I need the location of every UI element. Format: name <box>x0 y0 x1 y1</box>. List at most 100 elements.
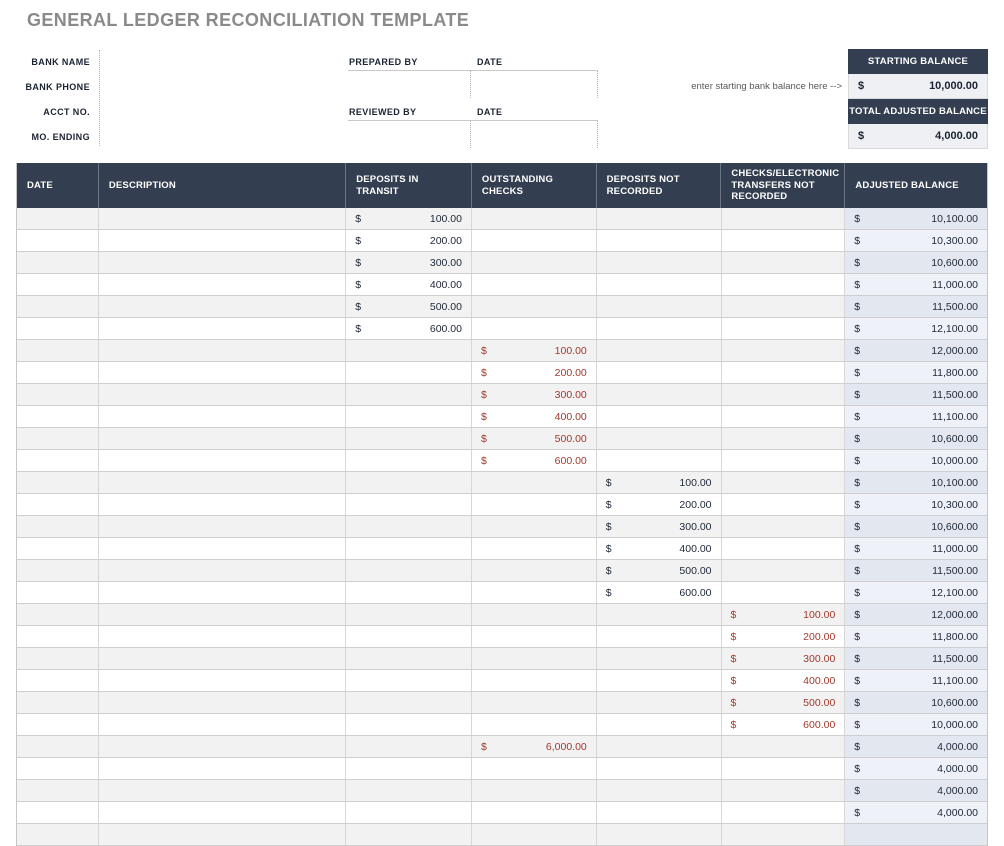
cell-date[interactable] <box>17 648 99 669</box>
cell-checks-transfers-not-recorded[interactable] <box>722 230 846 251</box>
cell-deposits-not-recorded[interactable] <box>597 758 722 779</box>
cell-adjusted-balance[interactable]: $10,100.00 <box>845 472 988 493</box>
cell-deposits-in-transit[interactable] <box>346 384 472 405</box>
cell-checks-transfers-not-recorded[interactable]: $500.00 <box>722 692 846 713</box>
cell-description[interactable] <box>99 252 347 273</box>
cell-date[interactable] <box>17 582 99 603</box>
cell-outstanding-checks[interactable] <box>472 274 597 295</box>
cell-date[interactable] <box>17 406 99 427</box>
cell-description[interactable] <box>99 714 347 735</box>
cell-outstanding-checks[interactable] <box>472 560 597 581</box>
cell-deposits-not-recorded[interactable]: $400.00 <box>597 538 722 559</box>
cell-deposits-not-recorded[interactable]: $300.00 <box>597 516 722 537</box>
cell-description[interactable] <box>99 670 347 691</box>
cell-checks-transfers-not-recorded[interactable] <box>722 428 846 449</box>
cell-deposits-not-recorded[interactable] <box>597 362 722 383</box>
cell-deposits-not-recorded[interactable] <box>597 692 722 713</box>
cell-checks-transfers-not-recorded[interactable] <box>722 582 846 603</box>
cell-checks-transfers-not-recorded[interactable]: $300.00 <box>722 648 846 669</box>
cell-adjusted-balance[interactable]: $12,000.00 <box>845 340 988 361</box>
cell-checks-transfers-not-recorded[interactable]: $600.00 <box>722 714 846 735</box>
cell-description[interactable] <box>99 824 347 845</box>
cell-description[interactable] <box>99 230 347 251</box>
cell-description[interactable] <box>99 538 347 559</box>
cell-deposits-not-recorded[interactable] <box>597 340 722 361</box>
cell-deposits-in-transit[interactable] <box>346 670 472 691</box>
cell-checks-transfers-not-recorded[interactable] <box>722 538 846 559</box>
cell-deposits-not-recorded[interactable] <box>597 230 722 251</box>
cell-description[interactable] <box>99 692 347 713</box>
cell-adjusted-balance[interactable]: $11,500.00 <box>845 648 988 669</box>
cell-outstanding-checks[interactable] <box>472 648 597 669</box>
cell-description[interactable] <box>99 626 347 647</box>
cell-checks-transfers-not-recorded[interactable] <box>722 252 846 273</box>
bank-phone-input[interactable] <box>101 77 344 99</box>
cell-outstanding-checks[interactable] <box>472 472 597 493</box>
cell-description[interactable] <box>99 406 347 427</box>
cell-outstanding-checks[interactable]: $400.00 <box>472 406 597 427</box>
cell-deposits-in-transit[interactable] <box>346 648 472 669</box>
cell-checks-transfers-not-recorded[interactable] <box>722 406 846 427</box>
cell-description[interactable] <box>99 736 347 757</box>
cell-description[interactable] <box>99 494 347 515</box>
cell-description[interactable] <box>99 802 347 823</box>
cell-date[interactable] <box>17 296 99 317</box>
cell-deposits-not-recorded[interactable] <box>597 296 722 317</box>
cell-deposits-not-recorded[interactable] <box>597 428 722 449</box>
cell-deposits-in-transit[interactable] <box>346 714 472 735</box>
cell-outstanding-checks[interactable]: $500.00 <box>472 428 597 449</box>
cell-checks-transfers-not-recorded[interactable] <box>722 318 846 339</box>
cell-description[interactable] <box>99 516 347 537</box>
total-adjusted-balance-cell[interactable]: $ 4,000.00 <box>848 124 988 149</box>
cell-date[interactable] <box>17 384 99 405</box>
cell-outstanding-checks[interactable] <box>472 538 597 559</box>
cell-deposits-in-transit[interactable] <box>346 824 472 845</box>
cell-adjusted-balance[interactable]: $4,000.00 <box>845 802 988 823</box>
acct-no-input[interactable] <box>101 102 344 124</box>
cell-adjusted-balance[interactable]: $11,800.00 <box>845 626 988 647</box>
cell-deposits-not-recorded[interactable] <box>597 824 722 845</box>
starting-balance-cell[interactable]: $ 10,000.00 <box>848 74 988 99</box>
cell-description[interactable] <box>99 648 347 669</box>
cell-adjusted-balance[interactable]: $11,500.00 <box>845 560 988 581</box>
cell-deposits-in-transit[interactable] <box>346 472 472 493</box>
cell-adjusted-balance[interactable]: $10,000.00 <box>845 714 988 735</box>
cell-date[interactable] <box>17 692 99 713</box>
cell-checks-transfers-not-recorded[interactable] <box>722 802 846 823</box>
cell-deposits-in-transit[interactable] <box>346 494 472 515</box>
cell-date[interactable] <box>17 538 99 559</box>
cell-deposits-not-recorded[interactable] <box>597 736 722 757</box>
cell-date[interactable] <box>17 604 99 625</box>
cell-deposits-in-transit[interactable] <box>346 604 472 625</box>
cell-checks-transfers-not-recorded[interactable]: $200.00 <box>722 626 846 647</box>
cell-description[interactable] <box>99 780 347 801</box>
cell-checks-transfers-not-recorded[interactable] <box>722 736 846 757</box>
cell-deposits-in-transit[interactable] <box>346 780 472 801</box>
cell-deposits-not-recorded[interactable] <box>597 384 722 405</box>
cell-deposits-not-recorded[interactable]: $100.00 <box>597 472 722 493</box>
cell-deposits-not-recorded[interactable] <box>597 252 722 273</box>
cell-description[interactable] <box>99 450 347 471</box>
cell-checks-transfers-not-recorded[interactable] <box>722 472 846 493</box>
cell-date[interactable] <box>17 428 99 449</box>
cell-deposits-in-transit[interactable] <box>346 406 472 427</box>
cell-description[interactable] <box>99 340 347 361</box>
cell-description[interactable] <box>99 208 347 229</box>
cell-adjusted-balance[interactable]: $10,600.00 <box>845 516 988 537</box>
cell-checks-transfers-not-recorded[interactable] <box>722 296 846 317</box>
cell-outstanding-checks[interactable] <box>472 758 597 779</box>
cell-adjusted-balance[interactable]: $11,500.00 <box>845 296 988 317</box>
cell-date[interactable] <box>17 824 99 845</box>
cell-deposits-in-transit[interactable] <box>346 560 472 581</box>
cell-checks-transfers-not-recorded[interactable]: $100.00 <box>722 604 846 625</box>
cell-adjusted-balance[interactable]: $4,000.00 <box>845 736 988 757</box>
cell-deposits-in-transit[interactable]: $400.00 <box>346 274 472 295</box>
cell-deposits-in-transit[interactable]: $200.00 <box>346 230 472 251</box>
cell-deposits-not-recorded[interactable] <box>597 714 722 735</box>
cell-adjusted-balance[interactable]: $12,100.00 <box>845 582 988 603</box>
cell-deposits-not-recorded[interactable] <box>597 780 722 801</box>
cell-deposits-not-recorded[interactable] <box>597 208 722 229</box>
cell-deposits-not-recorded[interactable] <box>597 604 722 625</box>
cell-adjusted-balance[interactable]: $10,600.00 <box>845 692 988 713</box>
cell-description[interactable] <box>99 604 347 625</box>
